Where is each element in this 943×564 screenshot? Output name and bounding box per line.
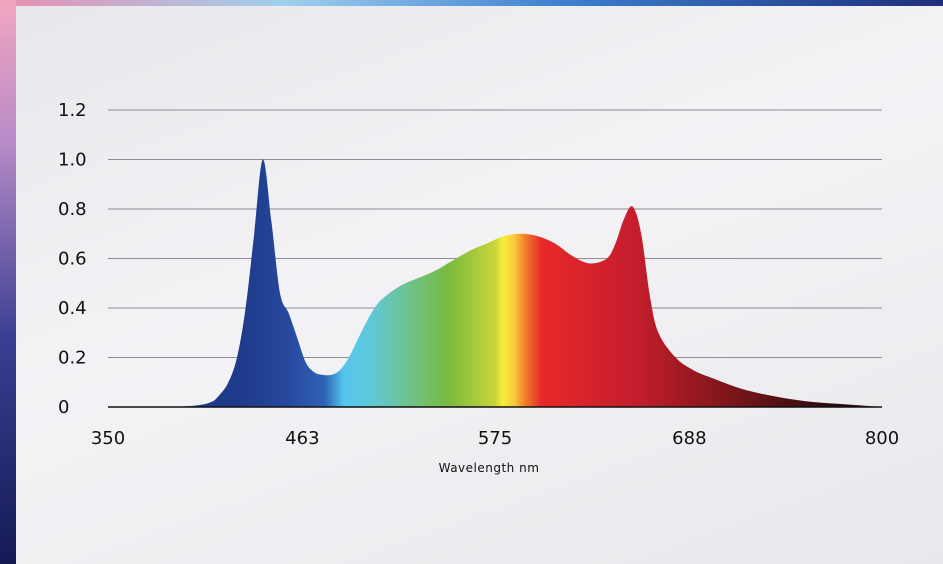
x-tick-label: 575 [478,428,512,449]
x-tick-label: 800 [865,428,899,449]
y-tick-label: 0.6 [58,249,87,270]
top-accent-bar [0,0,943,6]
y-tick-label: 1.2 [58,100,87,121]
left-accent-edge [0,0,16,564]
spectrum-area [108,159,882,407]
y-tick-labels: 0 0.2 0.4 0.6 0.8 1.0 1.2 [58,100,87,418]
x-tick-label: 350 [91,428,125,449]
y-tick-label: 0.4 [58,298,87,319]
x-tick-label: 688 [672,428,706,449]
y-tick-label: 0.2 [58,348,87,369]
y-tick-label: 0.8 [58,199,87,220]
x-tick-labels: 350 463 575 688 800 [91,428,899,449]
y-tick-label: 0 [58,397,69,418]
y-tick-label: 1.0 [58,150,87,171]
x-tick-label: 463 [285,428,319,449]
x-axis-label: Wavelength nm [439,461,540,475]
